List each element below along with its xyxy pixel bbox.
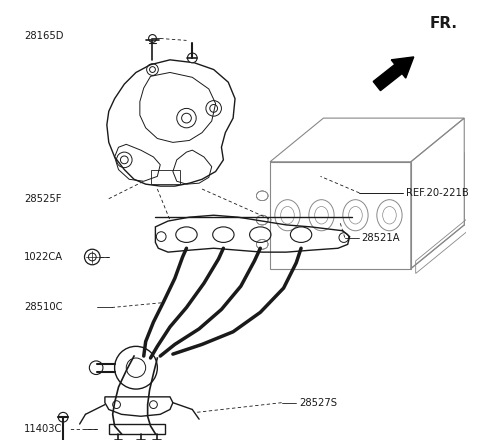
Text: FR.: FR. <box>429 17 457 31</box>
Text: 28510C: 28510C <box>24 302 63 313</box>
Text: REF.20-221B: REF.20-221B <box>406 188 469 198</box>
Text: 28165D: 28165D <box>24 31 64 41</box>
Circle shape <box>58 413 68 422</box>
Text: 28525F: 28525F <box>24 194 62 204</box>
Text: 28521A: 28521A <box>361 232 400 243</box>
Text: 11403C: 11403C <box>24 424 63 434</box>
Circle shape <box>188 53 197 63</box>
FancyArrow shape <box>373 57 414 91</box>
Text: 28527S: 28527S <box>299 398 337 408</box>
Text: 1022CA: 1022CA <box>24 252 63 262</box>
